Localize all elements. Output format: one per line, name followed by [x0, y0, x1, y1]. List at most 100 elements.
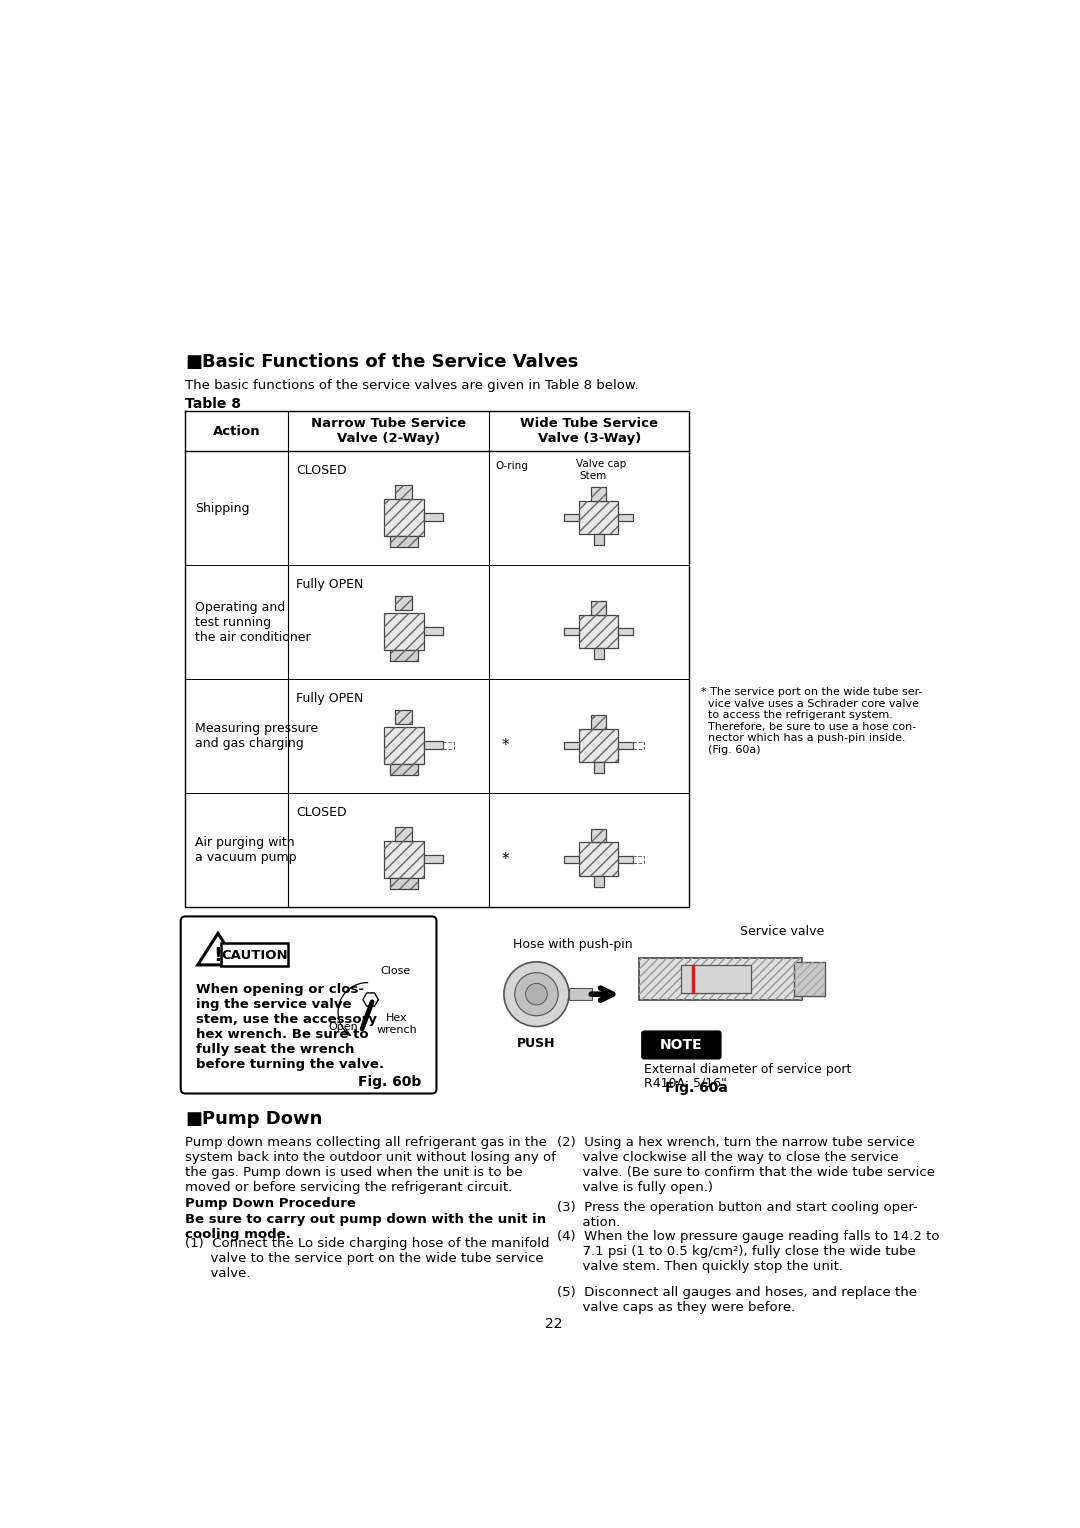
Text: Measuring pressure
and gas charging: Measuring pressure and gas charging	[194, 723, 318, 750]
Bar	[579, 501, 618, 535]
Bar	[390, 764, 418, 775]
Bar	[424, 513, 443, 521]
Bar	[594, 648, 604, 659]
Bar	[591, 715, 606, 729]
Text: Open: Open	[328, 1022, 359, 1033]
Bar	[591, 487, 606, 501]
Bar	[591, 601, 606, 614]
Text: * The service port on the wide tube ser-
  vice valve uses a Schrader core valve: * The service port on the wide tube ser-…	[701, 688, 922, 755]
Text: (1)  Connect the Lo side charging hose of the manifold
      valve to the servic: (1) Connect the Lo side charging hose of…	[186, 1238, 550, 1280]
Text: Close: Close	[380, 966, 410, 976]
Text: Pump Down: Pump Down	[202, 1111, 323, 1129]
Bar	[395, 486, 413, 500]
Text: Service valve: Service valve	[740, 924, 824, 938]
Bar	[618, 513, 633, 521]
Bar	[594, 535, 604, 545]
Text: !: !	[214, 946, 222, 966]
Text: (5)  Disconnect all gauges and hoses, and replace the
      valve caps as they w: (5) Disconnect all gauges and hoses, and…	[557, 1287, 917, 1314]
Text: The basic functions of the service valves are given in Table 8 below.: The basic functions of the service valve…	[186, 379, 639, 393]
Text: Be sure to carry out pump down with the unit in
cooling mode.: Be sure to carry out pump down with the …	[186, 1213, 546, 1241]
Bar	[579, 842, 618, 877]
Bar	[383, 727, 424, 764]
Text: NOTE: NOTE	[660, 1038, 703, 1051]
Bar	[390, 649, 418, 660]
Bar	[383, 840, 424, 879]
Text: Pump down means collecting all refrigerant gas in the
system back into the outdo: Pump down means collecting all refrigera…	[186, 1135, 556, 1193]
Text: *: *	[501, 738, 509, 753]
Text: Narrow Tube Service
Valve (2-Way): Narrow Tube Service Valve (2-Way)	[311, 417, 465, 445]
Bar	[564, 741, 579, 749]
Bar	[591, 828, 606, 842]
Text: Fig. 60b: Fig. 60b	[359, 1076, 421, 1089]
Bar	[794, 961, 825, 996]
Text: PUSH: PUSH	[517, 1038, 556, 1050]
Text: Fully OPEN: Fully OPEN	[296, 578, 364, 591]
Bar	[618, 628, 633, 636]
Bar	[564, 628, 579, 636]
Bar	[591, 828, 606, 842]
Bar	[383, 613, 424, 649]
Bar	[569, 989, 592, 1001]
Bar	[390, 536, 418, 547]
Bar	[594, 762, 604, 773]
Text: External diameter of service port: External diameter of service port	[644, 1062, 851, 1076]
Text: When opening or clos-
ing the service valve
stem, use the accessory
hex wrench. : When opening or clos- ing the service va…	[197, 983, 384, 1071]
Text: Valve cap: Valve cap	[576, 458, 626, 469]
Bar	[390, 879, 418, 889]
Text: *: *	[501, 853, 509, 866]
Text: Pump Down Procedure: Pump Down Procedure	[186, 1196, 356, 1210]
Circle shape	[515, 973, 558, 1016]
Bar	[390, 536, 418, 547]
Text: (3)  Press the operation button and start cooling oper-
      ation.: (3) Press the operation button and start…	[557, 1201, 918, 1230]
Text: ■: ■	[186, 1111, 202, 1129]
Bar	[633, 856, 644, 862]
Bar	[390, 649, 418, 660]
Bar	[395, 827, 413, 840]
Text: O-ring: O-ring	[496, 461, 528, 471]
Text: Hose with push-pin: Hose with push-pin	[513, 938, 633, 950]
Bar	[395, 596, 413, 610]
Text: R410A: 5/16": R410A: 5/16"	[644, 1077, 727, 1089]
Bar	[618, 856, 633, 863]
Bar	[564, 513, 579, 521]
Text: Fig. 60a: Fig. 60a	[665, 1082, 728, 1096]
Bar	[579, 729, 618, 762]
Bar	[383, 500, 424, 536]
Text: ■: ■	[186, 353, 202, 371]
Bar	[633, 743, 644, 749]
Text: Action: Action	[213, 425, 260, 439]
Text: Wide Tube Service
Valve (3-Way): Wide Tube Service Valve (3-Way)	[521, 417, 658, 445]
Bar	[681, 964, 751, 993]
Circle shape	[526, 984, 548, 1005]
Bar	[395, 711, 413, 724]
Bar	[591, 487, 606, 501]
Bar	[424, 626, 443, 636]
Bar	[638, 958, 801, 999]
Bar	[618, 741, 633, 749]
FancyBboxPatch shape	[642, 1031, 721, 1059]
Bar	[579, 614, 618, 648]
Bar	[390, 879, 418, 889]
Bar	[383, 500, 424, 536]
Bar	[395, 827, 413, 840]
Bar	[443, 743, 454, 749]
Bar	[395, 711, 413, 724]
Text: Basic Functions of the Service Valves: Basic Functions of the Service Valves	[202, 353, 579, 371]
Bar	[794, 961, 825, 996]
Text: Operating and
test running
the air conditioner: Operating and test running the air condi…	[194, 601, 310, 643]
Bar	[390, 764, 418, 775]
Bar	[579, 729, 618, 762]
Text: Stem: Stem	[580, 471, 607, 481]
Bar	[395, 486, 413, 500]
Circle shape	[504, 961, 569, 1027]
Text: (4)  When the low pressure gauge reading falls to 14.2 to
      7.1 psi (1 to 0.: (4) When the low pressure gauge reading …	[557, 1230, 940, 1273]
Bar	[383, 840, 424, 879]
Bar	[638, 958, 801, 999]
Bar	[564, 856, 579, 863]
Text: CLOSED: CLOSED	[296, 805, 347, 819]
Bar	[383, 613, 424, 649]
Text: Hex
wrench: Hex wrench	[377, 1013, 418, 1034]
Bar	[383, 727, 424, 764]
Text: Table 8: Table 8	[186, 397, 241, 411]
Text: Fully OPEN: Fully OPEN	[296, 692, 364, 704]
